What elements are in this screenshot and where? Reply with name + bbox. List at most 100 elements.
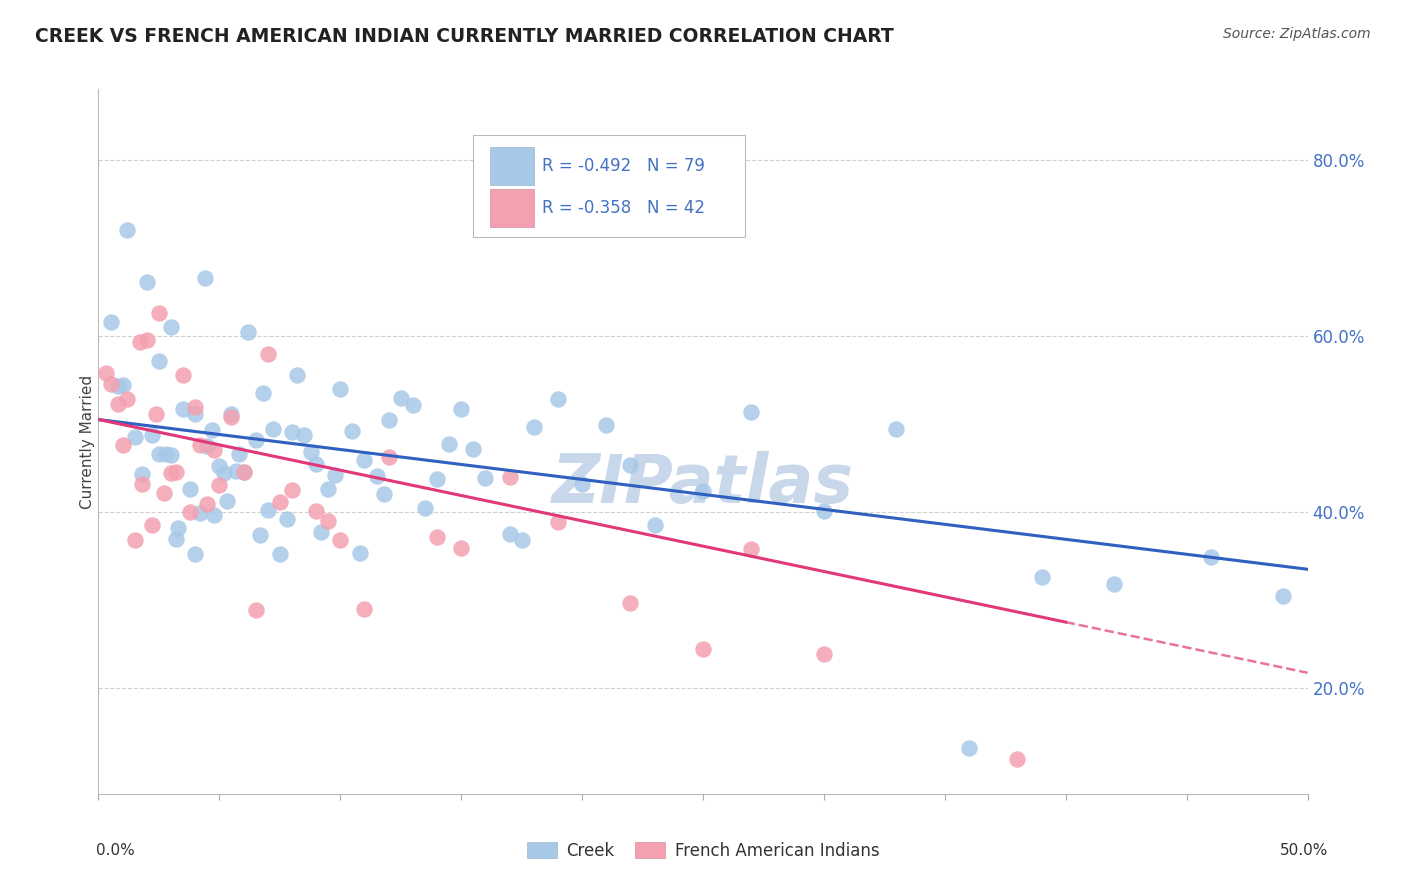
Point <box>245 603 267 617</box>
Point <box>353 453 375 467</box>
Point <box>692 484 714 499</box>
Point <box>389 391 412 405</box>
Point <box>276 512 298 526</box>
Point <box>212 466 235 480</box>
Point <box>245 433 267 447</box>
Point <box>644 518 666 533</box>
Point <box>167 521 190 535</box>
Point <box>305 503 328 517</box>
Point <box>450 401 472 416</box>
Point <box>148 306 170 320</box>
Point <box>172 402 194 417</box>
Point <box>215 494 238 508</box>
Point <box>160 448 183 462</box>
Point <box>221 408 243 422</box>
Point <box>450 541 472 555</box>
Point <box>249 528 271 542</box>
Point <box>117 223 139 237</box>
Point <box>292 428 315 442</box>
Point <box>184 547 207 561</box>
Point <box>377 450 399 465</box>
Point <box>131 476 153 491</box>
Point <box>148 447 170 461</box>
Point <box>141 428 163 442</box>
Point <box>413 501 436 516</box>
Point <box>426 472 449 486</box>
Point <box>305 457 328 471</box>
Point <box>201 423 224 437</box>
Text: 50.0%: 50.0% <box>1281 843 1329 858</box>
Point <box>1031 570 1053 584</box>
Point <box>228 447 250 461</box>
Point <box>160 466 183 480</box>
Point <box>619 458 641 472</box>
Point <box>208 477 231 491</box>
Point <box>262 422 284 436</box>
Point <box>373 486 395 500</box>
Point <box>195 439 218 453</box>
Point <box>1199 549 1222 564</box>
Point <box>349 546 371 560</box>
Point <box>100 315 122 329</box>
Point <box>232 465 254 479</box>
Point <box>252 385 274 400</box>
Text: 0.0%: 0.0% <box>96 843 135 858</box>
Legend: Creek, French American Indians: Creek, French American Indians <box>520 835 886 867</box>
Point <box>426 530 449 544</box>
Point <box>184 400 207 414</box>
Point <box>148 353 170 368</box>
Point <box>188 506 211 520</box>
Point <box>886 422 908 436</box>
Y-axis label: Currently Married: Currently Married <box>80 375 94 508</box>
Point <box>232 466 254 480</box>
Point <box>117 392 139 406</box>
Point <box>221 409 243 424</box>
Point <box>692 642 714 657</box>
Point <box>145 407 167 421</box>
Point <box>498 526 520 541</box>
Point <box>179 505 201 519</box>
Point <box>437 437 460 451</box>
Point <box>208 458 231 473</box>
Point <box>281 425 304 440</box>
Point <box>316 515 339 529</box>
Point <box>1102 577 1125 591</box>
Point <box>165 532 187 546</box>
Point <box>329 382 352 396</box>
Point <box>498 470 520 484</box>
Point <box>165 466 187 480</box>
Point <box>813 504 835 518</box>
FancyBboxPatch shape <box>491 189 534 227</box>
Point <box>281 483 304 498</box>
Point <box>1272 589 1295 603</box>
Point <box>160 319 183 334</box>
Point <box>195 497 218 511</box>
Point <box>225 464 247 478</box>
Point <box>111 438 134 452</box>
Point <box>299 445 322 459</box>
Point <box>256 347 278 361</box>
Point <box>204 443 226 458</box>
Point <box>141 518 163 533</box>
Point <box>325 468 347 483</box>
Point <box>316 482 339 496</box>
Point <box>128 334 150 349</box>
Text: Source: ZipAtlas.com: Source: ZipAtlas.com <box>1223 27 1371 41</box>
Point <box>366 469 388 483</box>
Point <box>740 541 762 556</box>
Point <box>463 442 485 457</box>
Point <box>238 325 260 339</box>
Point <box>124 533 146 548</box>
Point <box>179 482 201 496</box>
Text: ZIPatlas: ZIPatlas <box>553 450 853 516</box>
Point <box>107 397 129 411</box>
Point <box>269 495 291 509</box>
Point <box>107 378 129 392</box>
Point <box>402 398 425 412</box>
Point <box>474 471 496 485</box>
Point <box>523 420 546 434</box>
Point <box>135 333 157 347</box>
Point <box>957 740 980 755</box>
Point <box>547 392 569 406</box>
Point <box>595 417 617 432</box>
